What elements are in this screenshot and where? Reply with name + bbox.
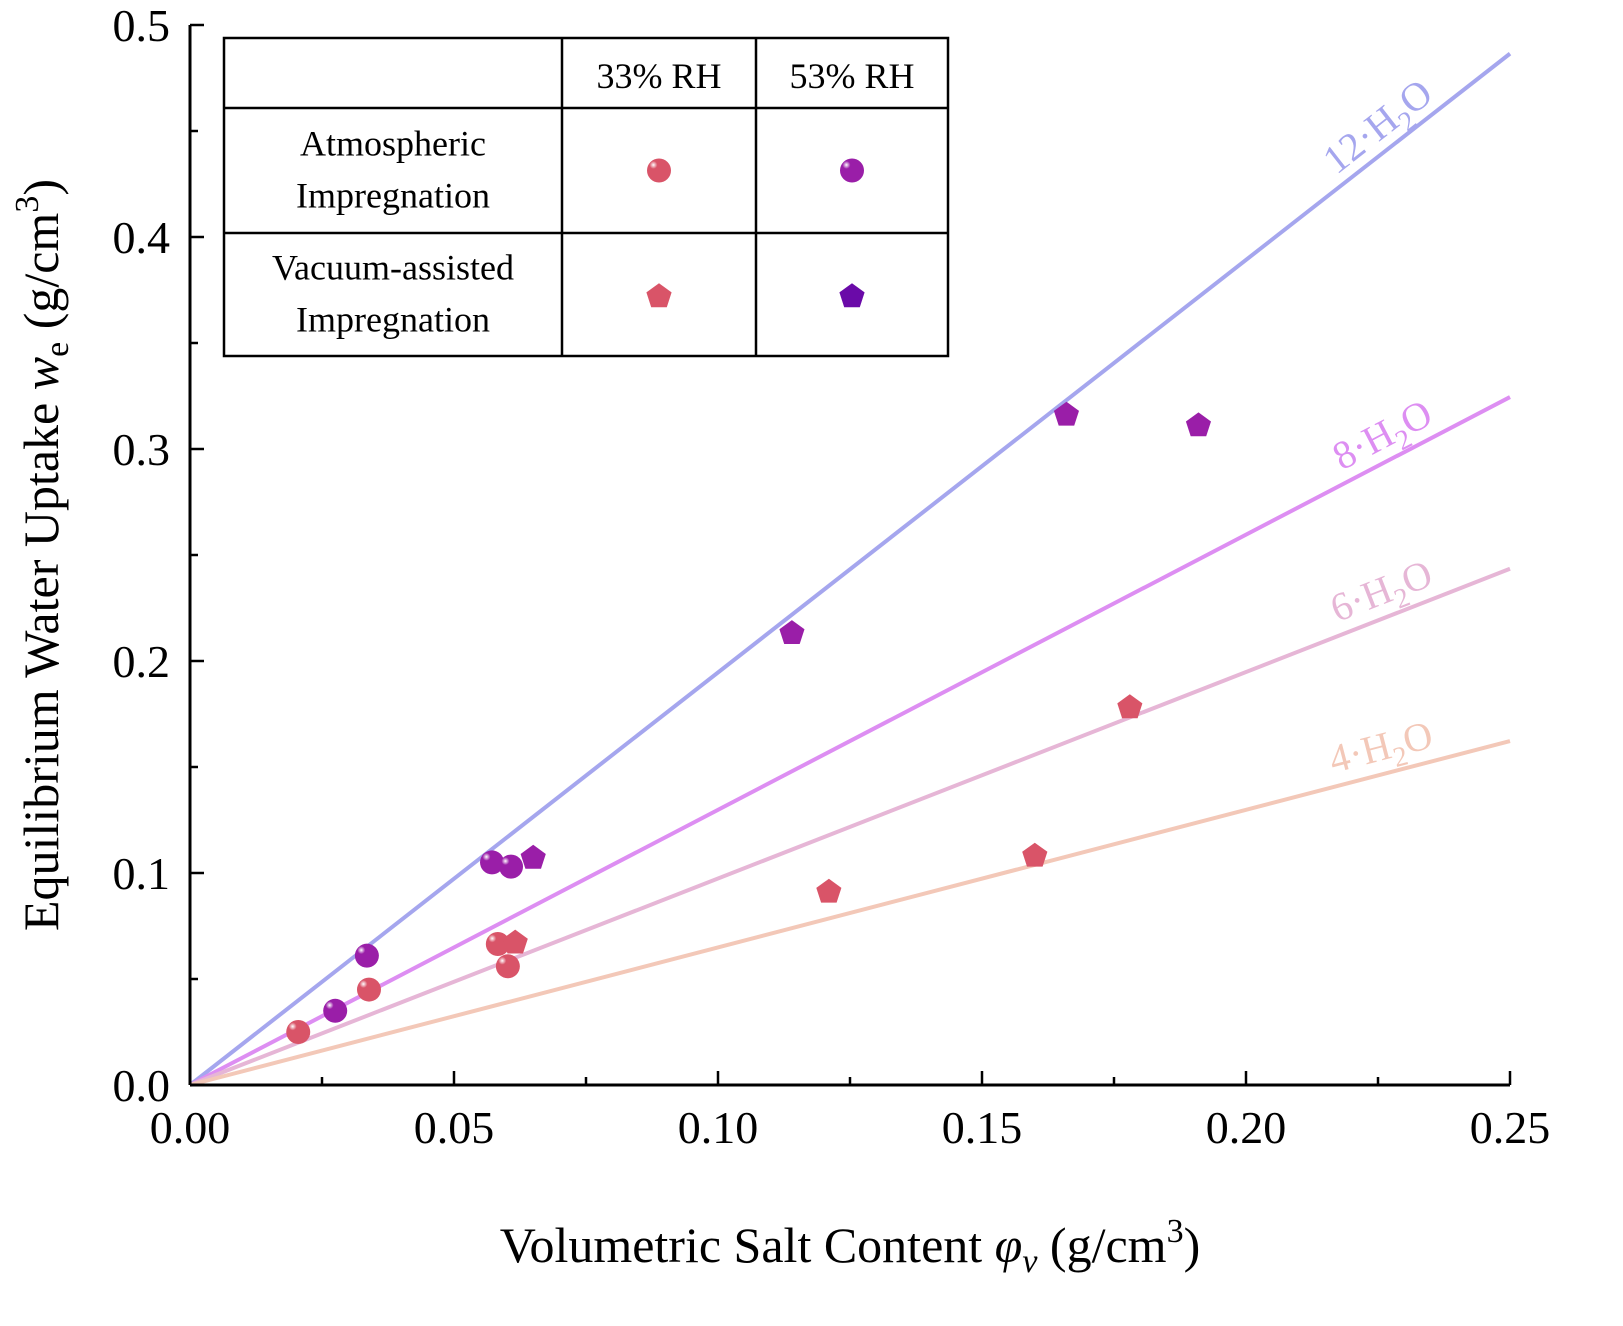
legend-row-label: Impregnation [296, 300, 490, 340]
data-point [480, 850, 505, 875]
x-tick-label: 0.25 [1470, 1102, 1551, 1153]
data-point [499, 854, 524, 879]
reference-line-label: 6·H2O [1324, 551, 1441, 639]
data-point [1053, 401, 1079, 426]
legend-column-header: 53% RH [790, 56, 915, 96]
legend-marker [646, 283, 672, 308]
reference-line [189, 566, 1511, 1087]
x-tick-label: 0.00 [150, 1102, 231, 1153]
reference-line [189, 739, 1511, 1087]
legend: 33% RH 53% RH Atmospheric Impregnation Vacuu… [222, 36, 950, 358]
x-tick-label: 0.05 [414, 1102, 495, 1153]
y-tick-label: 0.3 [113, 424, 171, 475]
series [520, 401, 1211, 869]
data-point [323, 998, 348, 1023]
legend-row-label: Atmospheric [300, 124, 486, 164]
y-tick-label: 0.1 [113, 848, 171, 899]
axes: 0.00 0.05 0.10 0.15 0.20 0.25 0.0 0.1 0.2 0.3 0.4 0… [113, 0, 1551, 1153]
legend-marker [647, 158, 671, 183]
y-tick-label: 0.2 [113, 636, 171, 687]
x-tick-label: 0.20 [1206, 1102, 1287, 1153]
x-tick-label: 0.15 [942, 1102, 1023, 1153]
legend-marker [840, 158, 864, 183]
reference-line [189, 395, 1511, 1087]
data-point [1117, 694, 1143, 719]
reference-line [188, 52, 1512, 1087]
legend-row-label: Vacuum-assisted [272, 248, 514, 288]
reference-line-label: 4·H2O [1324, 712, 1439, 790]
data-point [1022, 842, 1048, 867]
data-point [779, 620, 805, 644]
legend-row-label: Impregnation [296, 176, 490, 216]
data-point [520, 844, 546, 869]
data-point [502, 929, 528, 954]
y-tick-label: 0.5 [113, 0, 171, 51]
legend-frame [222, 36, 950, 358]
data-point [356, 977, 381, 1002]
reference-line-label: 12·H2O [1314, 70, 1445, 189]
series [502, 694, 1143, 954]
y-tick-label: 0.0 [113, 1060, 171, 1111]
y-axis-label: Equilibrium Water Uptake we (g/cm3) [9, 179, 76, 931]
data-points [286, 401, 1211, 1044]
series [286, 932, 520, 1044]
data-point [1185, 412, 1211, 437]
legend-marker [839, 283, 865, 308]
x-tick-label: 0.10 [678, 1102, 759, 1153]
data-point [495, 954, 520, 979]
legend-column-header: 33% RH [597, 56, 722, 96]
data-point [816, 878, 842, 903]
x-axis-label: Volumetric Salt Content φv (g/cm3) [500, 1213, 1200, 1280]
y-tick-label: 0.4 [113, 212, 171, 263]
reference-line-label: 8·H2O [1325, 390, 1443, 486]
data-point [354, 943, 379, 968]
data-point [286, 1020, 311, 1044]
series [323, 850, 524, 1023]
